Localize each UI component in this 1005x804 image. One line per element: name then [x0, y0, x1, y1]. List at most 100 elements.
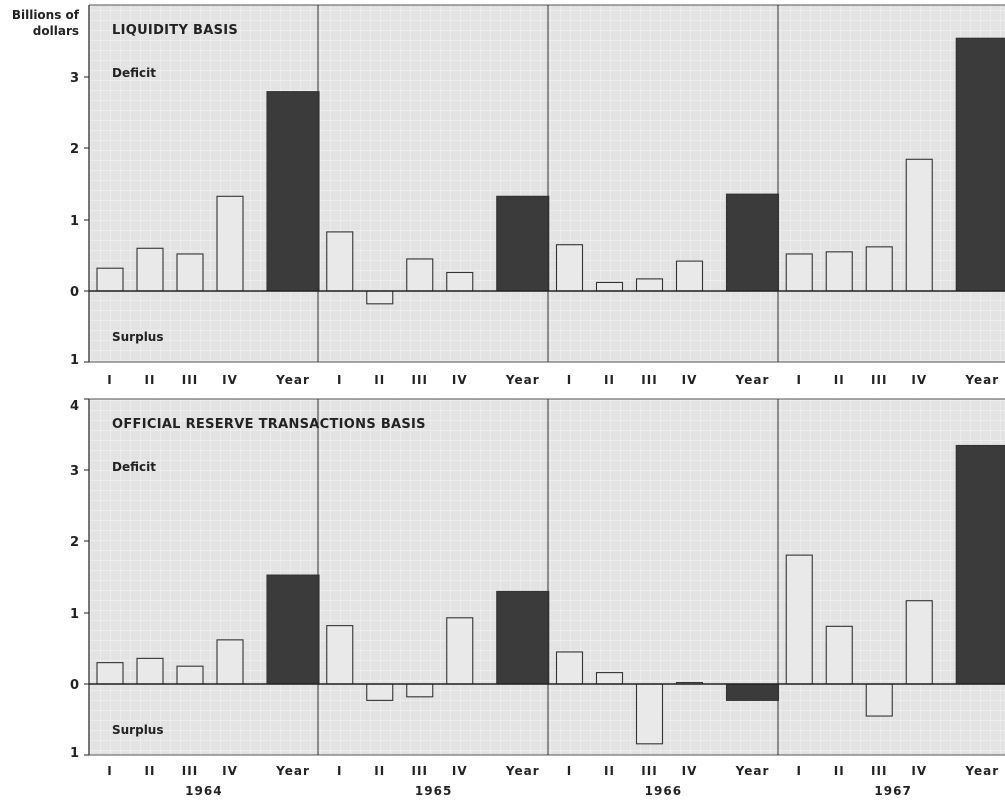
x-tick-label: Year — [505, 373, 540, 387]
y-tick-label: 3 — [70, 464, 79, 479]
quarter-bar — [366, 683, 394, 701]
y-tick-label: 0 — [70, 678, 79, 693]
x-tick-label: II — [834, 373, 845, 387]
annual-bar — [496, 590, 550, 685]
quarter-bar — [785, 253, 813, 292]
plot-area-bottom — [89, 399, 1005, 755]
x-tick-label: IV — [911, 764, 927, 778]
x-tick-label: IV — [452, 373, 468, 387]
x-tick-label: IV — [682, 373, 698, 387]
quarter-bar — [96, 662, 124, 685]
x-tick-labels-bottom: I II III IV Year I II III IV Year I II III IV Year I II I… — [107, 764, 999, 778]
quarter-bar — [595, 281, 624, 292]
quarter-bar — [865, 246, 893, 292]
quarter-bar — [446, 271, 474, 292]
x-tick-label: Year — [275, 373, 310, 387]
x-tick-label: IV — [222, 764, 238, 778]
x-tick-label: III — [871, 373, 887, 387]
x-tick-label: Year — [505, 764, 540, 778]
x-tick-label: II — [145, 373, 156, 387]
quarter-bar — [216, 639, 244, 685]
panel-official-reserve: OFFICIAL RESERVE TRANSACTIONS BASIS Defi… — [70, 398, 1005, 761]
annual-bar — [266, 574, 320, 685]
quarter-bar — [905, 158, 933, 292]
x-tick-label: III — [641, 373, 657, 387]
x-tick-label: I — [567, 373, 572, 387]
x-tick-label: I — [337, 764, 342, 778]
deficit-label: Deficit — [112, 66, 156, 80]
quarter-bar — [366, 290, 394, 305]
x-tick-label: IV — [222, 373, 238, 387]
quarter-bar — [326, 231, 354, 292]
quarter-bar — [905, 600, 933, 685]
x-tick-label: II — [834, 764, 845, 778]
quarter-bar — [136, 247, 164, 292]
x-tick-label: II — [604, 764, 615, 778]
quarter-bar — [555, 244, 584, 292]
x-tick-label: I — [567, 764, 572, 778]
y-axis-label-line-1: Billions of — [12, 8, 80, 22]
quarter-bar — [865, 683, 893, 717]
x-tick-label: I — [107, 373, 112, 387]
quarter-bar — [595, 672, 624, 685]
x-tick-labels-top: I II III IV Year I II III IV Year I II III IV Year I II I… — [107, 373, 999, 387]
y-axis-label-line-2: dollars — [33, 24, 79, 38]
quarter-bar — [216, 195, 244, 292]
quarter-bar — [675, 260, 704, 292]
x-tick-label: III — [871, 764, 887, 778]
x-tick-label: Year — [275, 764, 310, 778]
panel-title: OFFICIAL RESERVE TRANSACTIONS BASIS — [112, 417, 426, 432]
annual-bar — [955, 444, 1005, 685]
x-tick-label: II — [374, 764, 385, 778]
x-tick-label: Year — [735, 764, 770, 778]
y-tick-label: 1 — [70, 353, 79, 368]
y-tick-label: 1 — [70, 214, 79, 229]
panel-liquidity: LIQUIDITY BASIS Deficit Surplus 3 2 1 0 … — [70, 4, 1005, 368]
quarter-bar — [176, 253, 204, 292]
surplus-label: Surplus — [112, 330, 164, 344]
annual-bar — [725, 193, 780, 292]
x-tick-label: III — [182, 373, 198, 387]
x-tick-label: IV — [452, 764, 468, 778]
x-tick-label: Year — [735, 373, 770, 387]
quarter-bar — [96, 267, 124, 292]
x-tick-label: Year — [964, 764, 999, 778]
x-tick-label: I — [797, 373, 802, 387]
x-tick-label: IV — [911, 373, 927, 387]
annual-bar — [955, 37, 1005, 292]
quarter-bar — [825, 625, 853, 685]
quarter-bar — [635, 683, 664, 745]
y-tick-label: 4 — [70, 399, 79, 414]
x-tick-label: I — [797, 764, 802, 778]
panel-title: LIQUIDITY BASIS — [112, 23, 238, 38]
x-tick-label: Year — [964, 373, 999, 387]
quarter-bar — [406, 683, 434, 698]
y-tick-label: 2 — [70, 535, 79, 550]
quarter-bar — [785, 554, 813, 685]
quarter-bar — [446, 617, 474, 685]
deficit-label: Deficit — [112, 460, 156, 474]
year-label: 1967 — [874, 784, 911, 798]
year-label: 1965 — [415, 784, 452, 798]
quarter-bar — [825, 251, 853, 292]
x-tick-label: II — [604, 373, 615, 387]
year-label: 1964 — [185, 784, 222, 798]
surplus-label: Surplus — [112, 723, 164, 737]
quarter-bar — [555, 651, 584, 685]
x-tick-label: III — [641, 764, 657, 778]
x-tick-label: I — [107, 764, 112, 778]
year-labels: 1964 1965 1966 1967 — [185, 784, 911, 798]
bars-bottom — [96, 444, 1005, 745]
x-tick-label: II — [374, 373, 385, 387]
annual-bar — [725, 683, 780, 701]
bars-top — [96, 37, 1005, 305]
x-tick-label: III — [182, 764, 198, 778]
year-label: 1966 — [645, 784, 682, 798]
annual-bar — [496, 195, 550, 292]
quarter-bar — [635, 278, 664, 292]
x-tick-label: III — [412, 764, 428, 778]
y-tick-label: 0 — [70, 285, 79, 300]
x-tick-label: III — [412, 373, 428, 387]
